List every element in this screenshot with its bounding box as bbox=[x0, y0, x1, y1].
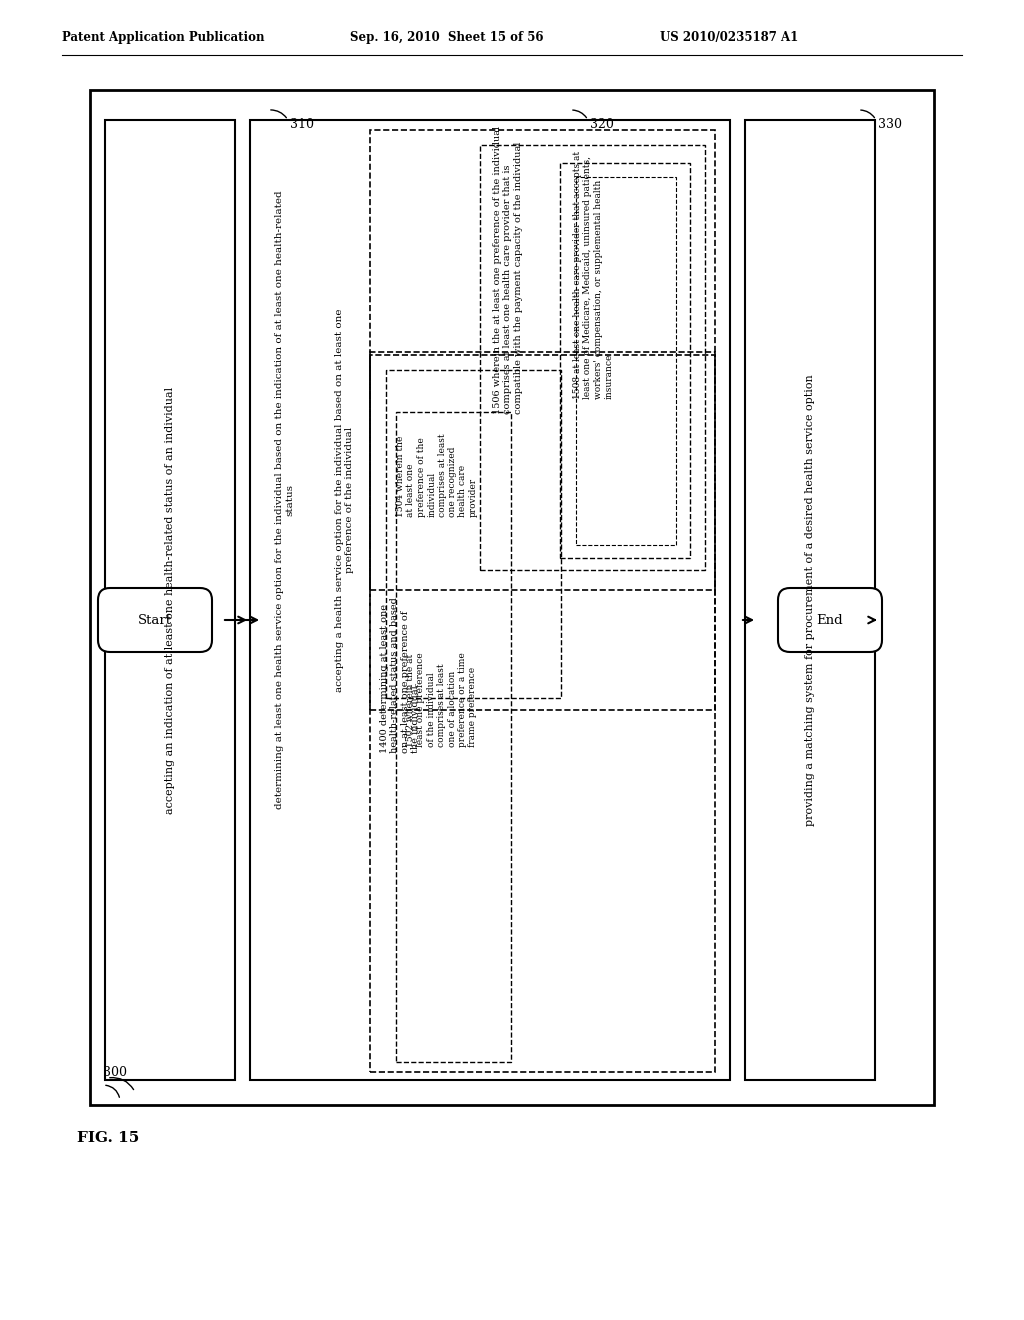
Text: 1502 wherein the at
least one preference
of the individual
comprises at least
on: 1502 wherein the at least one preference… bbox=[406, 652, 477, 747]
Bar bbox=[105, 120, 234, 1080]
Text: 320: 320 bbox=[590, 119, 613, 132]
Text: 1508 at least one health care provider that accepts at
least one of Medicare, Me: 1508 at least one health care provider t… bbox=[573, 150, 613, 399]
Text: accepting an indication of at least one health-related status of an individual: accepting an indication of at least one … bbox=[165, 387, 175, 813]
Text: 310: 310 bbox=[290, 119, 314, 132]
Text: End: End bbox=[817, 614, 844, 627]
Text: accepting a health service option for the individual based on at least one
prefe: accepting a health service option for th… bbox=[335, 309, 354, 692]
Bar bbox=[575, 177, 676, 545]
Text: Patent Application Publication: Patent Application Publication bbox=[62, 30, 264, 44]
Bar bbox=[745, 120, 874, 1080]
Text: Start: Start bbox=[138, 614, 172, 627]
Bar bbox=[560, 162, 690, 558]
FancyBboxPatch shape bbox=[98, 587, 212, 652]
Text: 1400 determining at least one
health-related status and based
on at least one pr: 1400 determining at least one health-rel… bbox=[380, 597, 420, 752]
Text: determining at least one health service option for the individual based on the i: determining at least one health service … bbox=[275, 190, 295, 809]
Bar bbox=[250, 120, 730, 1080]
FancyBboxPatch shape bbox=[778, 587, 882, 652]
Bar bbox=[90, 90, 934, 1105]
Bar bbox=[370, 352, 715, 1072]
Text: Sep. 16, 2010  Sheet 15 of 56: Sep. 16, 2010 Sheet 15 of 56 bbox=[350, 30, 544, 44]
Text: US 2010/0235187 A1: US 2010/0235187 A1 bbox=[660, 30, 799, 44]
Text: providing a matching system for procurement of a desired health service option: providing a matching system for procurem… bbox=[805, 374, 815, 826]
Bar bbox=[370, 355, 715, 710]
Text: 330: 330 bbox=[878, 119, 902, 132]
Text: 1506 wherein the at least one preference of the individual
comprises at least on: 1506 wherein the at least one preference… bbox=[493, 125, 523, 414]
Bar bbox=[370, 129, 715, 590]
Bar bbox=[396, 412, 511, 1063]
Text: FIG. 15: FIG. 15 bbox=[77, 1131, 139, 1144]
Text: 300: 300 bbox=[103, 1065, 127, 1078]
Bar bbox=[386, 370, 561, 698]
Text: 1504 wherein the
at least one
preference of the
individual
comprises at least
on: 1504 wherein the at least one preference… bbox=[396, 433, 478, 517]
Bar bbox=[480, 145, 705, 570]
